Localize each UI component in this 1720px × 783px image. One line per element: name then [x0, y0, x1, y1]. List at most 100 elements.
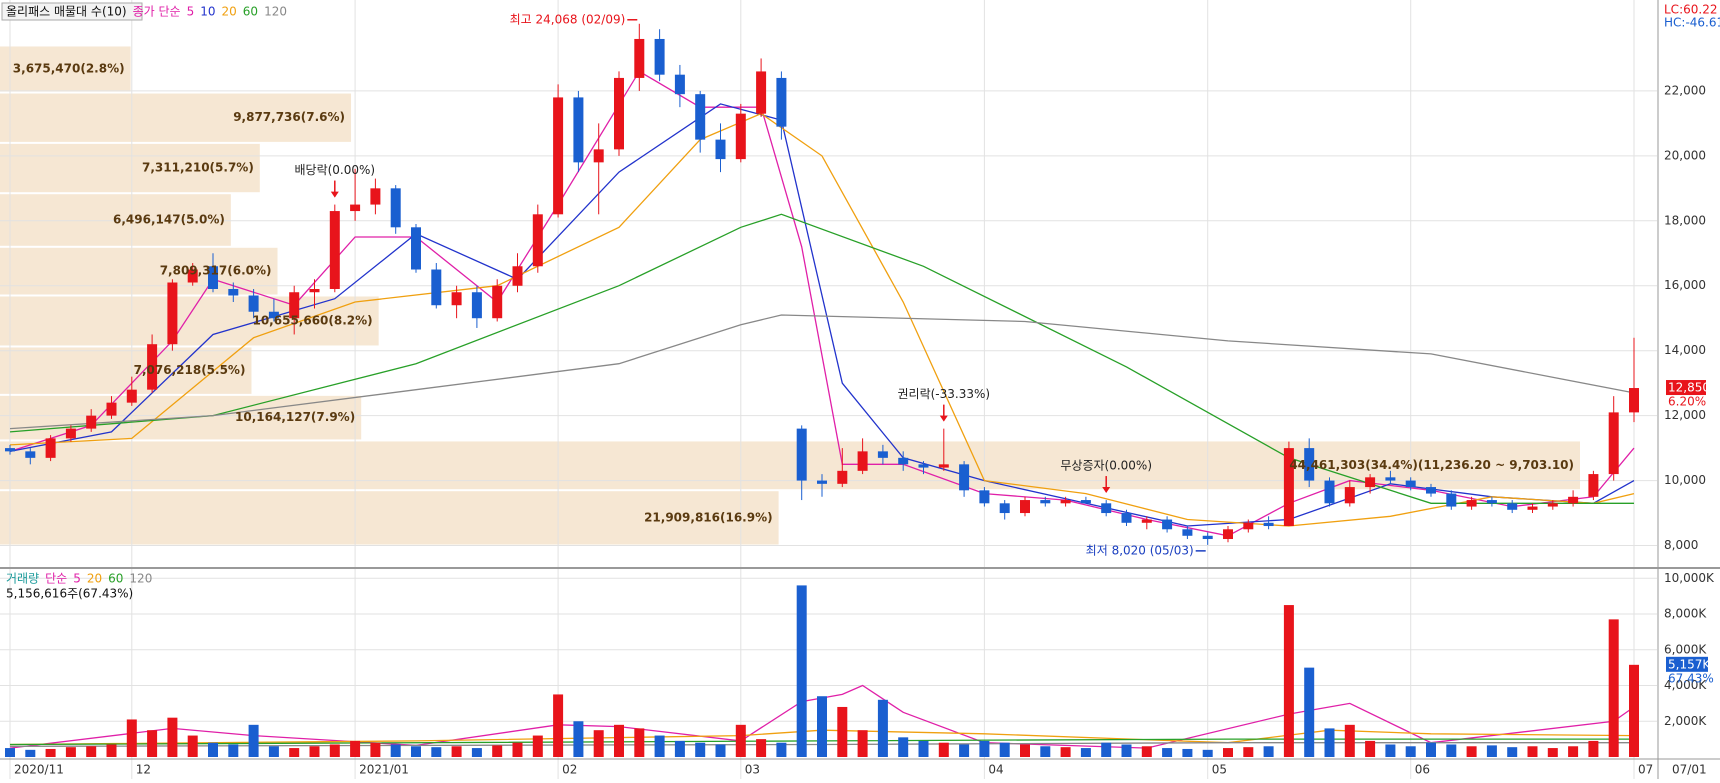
volume-bar — [187, 735, 198, 757]
moving-average-line — [9, 729, 1635, 746]
candle-body — [918, 464, 929, 468]
x-tick-label: 2021/01 — [359, 763, 409, 777]
volume-bar — [1629, 664, 1639, 757]
candle-body — [390, 188, 401, 228]
volume-bar — [857, 730, 868, 757]
candle-body — [1202, 535, 1213, 540]
volume-bar — [959, 744, 970, 757]
x-tick-label: 02 — [562, 763, 577, 777]
volume-band — [0, 247, 278, 295]
candle-body — [1507, 503, 1518, 510]
volume-bar — [411, 746, 421, 757]
volume-bar — [1507, 747, 1518, 757]
y-tick-label: 8,000 — [1664, 538, 1698, 552]
volume-bar — [1283, 605, 1294, 757]
volume-bar — [1568, 746, 1579, 757]
legend-entry: 60 — [243, 5, 258, 19]
candle-body — [573, 97, 584, 163]
volume-info: 5,156,616주(67.43%) — [6, 587, 133, 601]
lc-label: LC:60.22 — [1664, 3, 1717, 17]
candle-body — [1629, 388, 1639, 413]
candle-body — [756, 71, 767, 114]
grid — [0, 0, 1657, 779]
candle-body — [187, 269, 198, 283]
volume-bar — [228, 744, 239, 757]
candle-body — [1344, 487, 1355, 504]
volume-bar — [1608, 619, 1619, 757]
candle-body — [1466, 500, 1477, 507]
volume-bar — [1141, 746, 1152, 757]
volume-band — [0, 347, 252, 394]
candle-body — [999, 503, 1010, 514]
candle-body — [309, 288, 320, 293]
candle-body — [1324, 480, 1335, 504]
candle-body — [1040, 500, 1051, 504]
legend-entry: 120 — [264, 5, 287, 19]
volume-bar — [167, 717, 178, 757]
x-tick-label: 07 — [1638, 763, 1653, 777]
volume-bar — [837, 706, 848, 757]
y-tick-label: 8,000K — [1664, 607, 1707, 621]
y-tick-label: 12,000 — [1664, 408, 1706, 422]
candle-body — [329, 211, 340, 289]
low-label: 최저 8,020 (05/03) — [1086, 543, 1194, 557]
candle-body — [735, 113, 746, 160]
candle-body — [796, 428, 807, 481]
candle-body — [857, 451, 868, 471]
volume-band — [0, 93, 352, 142]
y-tick-label: 16,000 — [1664, 278, 1706, 292]
candle-body — [1141, 519, 1152, 523]
volume-band-label: 44,461,303(34.4%)(11,236.20 ~ 9,703.10) — [1289, 458, 1574, 472]
event-arrow-head — [330, 191, 339, 198]
y-tick-label: 18,000 — [1664, 213, 1706, 227]
candle-body — [1365, 477, 1376, 488]
volume-bar — [999, 742, 1010, 757]
volume-band-label: 6,496,147(5.0%) — [113, 212, 225, 226]
event-label: 무상증자(0.00%) — [1060, 459, 1152, 473]
candle-body — [1121, 513, 1132, 523]
volume-bar — [1040, 746, 1051, 757]
volume-bar — [106, 744, 117, 757]
candle-body — [695, 94, 706, 140]
candle-body — [106, 402, 117, 416]
volume-bar — [25, 749, 36, 757]
volume-bar — [289, 748, 300, 757]
volume-bar — [877, 699, 888, 757]
last-volume-box — [1666, 656, 1708, 672]
volume-bar — [147, 730, 158, 757]
last-price-box — [1666, 380, 1706, 396]
candle-body — [370, 188, 381, 205]
candle-body — [167, 282, 178, 345]
volume-band-label: 10,655,660(8.2%) — [252, 313, 372, 327]
volume-bar — [1223, 748, 1233, 757]
candle-body — [898, 457, 909, 465]
y-tick-label: 10,000 — [1664, 473, 1706, 487]
volume-bar — [86, 746, 97, 757]
volume-bar — [1405, 746, 1416, 757]
candle-body — [776, 77, 787, 127]
candle-body — [593, 149, 604, 163]
volume-bar — [532, 735, 543, 757]
volume-bar — [796, 585, 807, 757]
volume-bar — [979, 740, 990, 757]
candle-body — [1283, 448, 1294, 527]
candle-body — [1263, 522, 1274, 527]
candle-body — [1588, 474, 1599, 497]
volume-bar — [1080, 748, 1091, 757]
candle-body — [492, 285, 503, 319]
volume-bar — [1121, 744, 1132, 757]
candle-body — [1568, 496, 1579, 504]
candle-body — [208, 266, 218, 289]
volume-band-label: 7,311,210(5.7%) — [142, 161, 254, 175]
legend-entry: 60 — [108, 572, 123, 586]
volume-band-label: 7,809,317(6.0%) — [160, 264, 272, 278]
volume-bar — [1202, 749, 1213, 757]
volume-bar — [1486, 745, 1497, 757]
candle-body — [1060, 500, 1071, 504]
candle-body — [634, 38, 645, 78]
volume-bar — [614, 724, 624, 757]
volume-bar — [1344, 724, 1355, 757]
candle-body — [1426, 487, 1436, 494]
